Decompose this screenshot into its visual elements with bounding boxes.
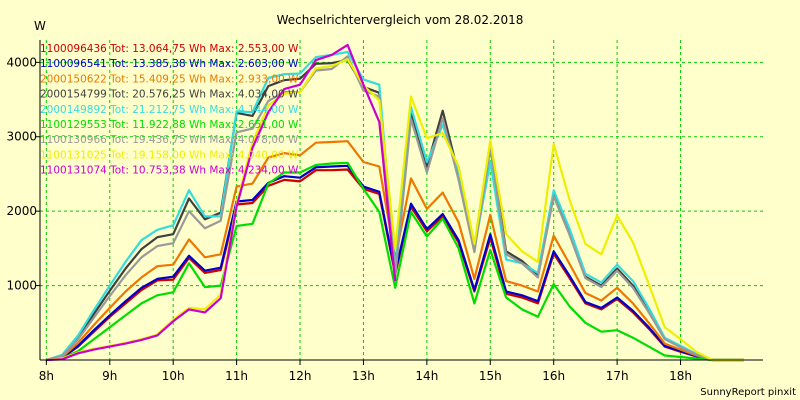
y-tick-label: 4000 (6, 55, 37, 69)
y-axis-label: W (34, 19, 46, 33)
chart-title: Wechselrichtervergleich vom 28.02.2018 (277, 13, 524, 27)
x-tick-label: 15h (479, 369, 502, 383)
axis-layer: 8h 9h 10h 11h 12h 13h 14h 15h 16h 17h 18h 1000 2000 3… (6, 40, 763, 383)
x-tick-label: 8h (39, 369, 54, 383)
legend-entry-9: 1100131074 Tot: 10.753,38 Wh Max: 4.234,… (40, 165, 299, 177)
legend-entry-7: 1100130966 Tot: 19.436,75 Wh Max: 4.078,… (40, 134, 299, 146)
legend-entry-5: 2000149892 Tot: 21.212,75 Wh Max: 4.144,… (40, 104, 299, 116)
x-tick-label: 18h (669, 369, 692, 383)
legend-entry-6: 1100129553 Tot: 11.922,88 Wh Max: 2.651,… (40, 119, 299, 131)
legend-entry-4: 2000154799 Tot: 20.576,25 Wh Max: 4.034,… (40, 89, 299, 101)
y-tick-label: 1000 (6, 279, 37, 293)
series-line-6 (46, 161, 744, 362)
y-tick-label: 3000 (6, 130, 37, 144)
credit-label: SunnyReport pinxit (700, 387, 796, 398)
x-tick-label: 14h (415, 369, 438, 383)
legend-entry-3: 2000150622 Tot: 15.409,25 Wh Max: 2.933,… (40, 73, 299, 85)
x-tick-label: 13h (352, 369, 375, 383)
legend-entry-2: 1100096541 Tot: 13.385,38 Wh Max: 2.603,… (40, 58, 299, 70)
x-tick-label: 12h (289, 369, 312, 383)
series-line-9 (46, 43, 397, 362)
legend-entry-1: 1100096436 Tot: 13.064,75 Wh Max: 2.553,… (40, 43, 299, 55)
x-tick-label: 16h (542, 369, 565, 383)
x-tick-label: 9h (102, 369, 117, 383)
y-tick-label: 2000 (6, 204, 37, 218)
series-line-7 (46, 55, 744, 362)
legend-layer: 1100096436 Tot: 13.064,75 Wh Max: 2.553,… (40, 43, 299, 177)
legend-entry-8: 1100131025 Tot: 19.158,00 Wh Max: 4.040,… (40, 149, 299, 161)
x-tick-label: 10h (162, 369, 185, 383)
x-tick-label: 17h (606, 369, 629, 383)
x-tick-label: 11h (225, 369, 248, 383)
series-layer (45, 43, 744, 362)
